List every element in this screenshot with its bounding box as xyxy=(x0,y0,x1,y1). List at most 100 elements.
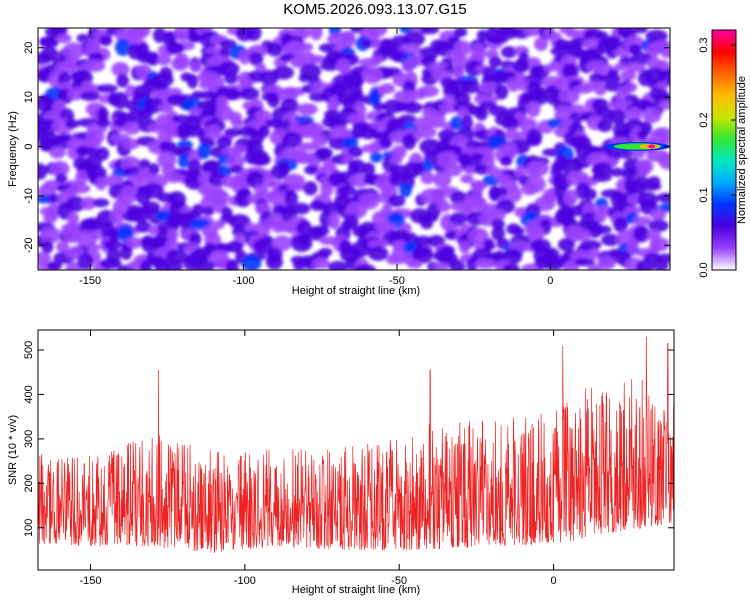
heatmap-x-axis-label: Height of straight line (km) xyxy=(292,285,420,297)
heatmap-cell xyxy=(406,259,423,269)
heatmap-cell xyxy=(471,180,484,197)
heatmap-cell xyxy=(632,216,652,226)
figure-title: KOM5.2026.093.13.07.G15 xyxy=(283,1,467,18)
heatmap-cell xyxy=(641,182,662,191)
heatmap-cell xyxy=(597,255,616,270)
heatmap-cell xyxy=(131,28,151,39)
heatmap-cell xyxy=(494,84,509,100)
snr-frame xyxy=(37,329,675,571)
heatmap-cell xyxy=(158,102,174,114)
heatmap-cell xyxy=(449,212,467,227)
heatmap-cell xyxy=(399,43,422,55)
heatmap-cell xyxy=(230,145,248,155)
heatmap-cell xyxy=(287,182,305,192)
heatmap-cell xyxy=(544,255,565,270)
heatmap-cell xyxy=(369,88,381,107)
heatmap-cell xyxy=(372,102,387,112)
heatmap-cell xyxy=(642,108,662,124)
heatmap-cell xyxy=(260,69,279,86)
y-tick-label: 100 xyxy=(23,519,35,537)
heatmap-cell xyxy=(649,209,667,221)
heatmap-cell xyxy=(187,33,202,43)
heatmap-cell xyxy=(591,172,612,182)
heatmap-cell xyxy=(573,229,592,242)
heatmap-cell xyxy=(83,138,102,149)
heatmap-cell xyxy=(40,226,62,244)
heatmap-cell xyxy=(505,127,520,141)
heatmap-cell xyxy=(476,29,490,42)
heatmap-cell xyxy=(245,170,266,189)
heatmap-cell xyxy=(298,73,311,83)
heatmap-cell xyxy=(601,233,621,247)
heatmap-cell xyxy=(142,77,161,93)
heatmap-cell xyxy=(399,182,412,198)
heatmap-cell xyxy=(379,83,395,94)
heatmap-cell xyxy=(361,67,383,84)
heatmap-cell xyxy=(450,115,464,130)
heatmap-cell xyxy=(558,88,580,104)
heatmap-cell xyxy=(315,147,333,159)
y-tick-label: 200 xyxy=(23,474,35,492)
heatmap-cell xyxy=(483,238,495,251)
heatmap-cell xyxy=(574,257,596,267)
heatmap-texture xyxy=(38,28,670,270)
heatmap-cell xyxy=(651,237,670,252)
heatmap-cell xyxy=(79,147,102,156)
heatmap-cell xyxy=(68,183,91,194)
heatmap-cell xyxy=(391,145,407,160)
heatmap-cell xyxy=(226,153,246,169)
heatmap-cell xyxy=(195,259,215,270)
heatmap-cell xyxy=(75,170,88,186)
heatmap-cell xyxy=(444,163,463,177)
heatmap-cell xyxy=(311,134,328,147)
heatmap-cell xyxy=(107,227,121,243)
heatmap-cell xyxy=(452,63,465,80)
heatmap-cell xyxy=(458,240,471,254)
colorbar-label: Normalized spectral amplitude xyxy=(736,76,748,224)
y-tick-label: -10 xyxy=(23,188,35,204)
colorbar-tick-label: 0.2 xyxy=(698,112,710,127)
heatmap-y-axis-label: Frequency (Hz) xyxy=(7,111,19,187)
heatmap-cell xyxy=(347,146,364,158)
heatmap-cell xyxy=(337,185,357,196)
heatmap-cell xyxy=(320,60,341,71)
heatmap-cell xyxy=(501,117,520,130)
heatmap-cell xyxy=(501,142,519,158)
heatmap-cell xyxy=(202,206,215,216)
heatmap-cell xyxy=(258,124,270,138)
heatmap-cell xyxy=(265,254,284,270)
snr-axes: -150 -100 -50 0 100 200 300 400 500 xyxy=(23,330,674,587)
heatmap-cell xyxy=(65,261,82,270)
heatmap-cell xyxy=(466,257,478,270)
heatmap-cell xyxy=(500,46,518,59)
heatmap-cell xyxy=(503,263,520,270)
heatmap-cell xyxy=(96,118,111,128)
heatmap-cell xyxy=(293,260,306,270)
heatmap-cell xyxy=(55,173,68,184)
heatmap-cell xyxy=(38,163,48,180)
heatmap-cell xyxy=(613,216,628,233)
heatmap-cell xyxy=(462,79,480,94)
x-tick-label: -100 xyxy=(233,275,255,287)
heatmap-cell xyxy=(64,119,80,129)
heatmap-cell xyxy=(99,258,122,270)
heatmap-cell xyxy=(557,238,576,252)
heatmap-cells xyxy=(38,28,670,270)
heatmap-cell xyxy=(623,205,641,217)
heatmap-cell xyxy=(402,31,426,47)
heatmap-cell xyxy=(491,218,505,230)
heatmap-cell xyxy=(420,171,435,185)
y-tick-label: 500 xyxy=(23,341,35,359)
heatmap-cell xyxy=(167,228,179,242)
heatmap-cell xyxy=(631,28,648,34)
heatmap-cell xyxy=(122,121,142,135)
heatmap-cell xyxy=(523,28,542,37)
heatmap-cell xyxy=(267,93,280,108)
heatmap-cell xyxy=(362,162,376,177)
heatmap-cell xyxy=(656,192,670,203)
heatmap-cell xyxy=(359,126,379,140)
heatmap-cell xyxy=(631,98,653,109)
x-tick-label: -150 xyxy=(79,275,101,287)
heatmap-cell xyxy=(187,74,199,89)
